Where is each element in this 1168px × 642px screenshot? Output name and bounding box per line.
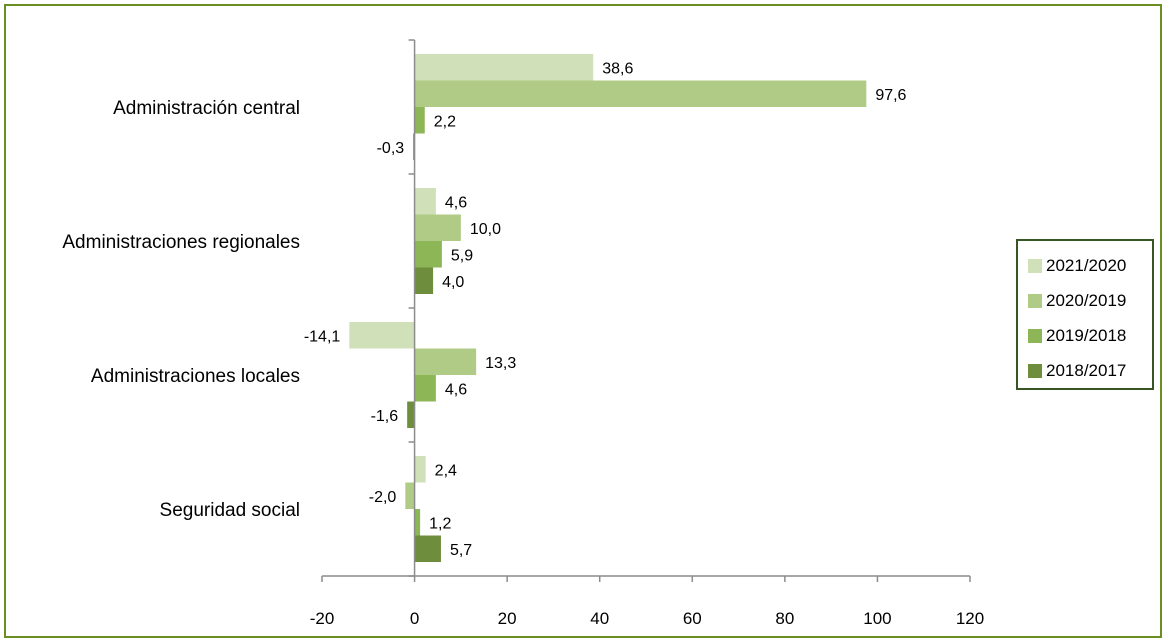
legend-item: 2018/2017 (1028, 360, 1126, 382)
data-label: 97,6 (875, 87, 906, 104)
bar (414, 267, 434, 294)
data-label: 4,0 (442, 274, 464, 291)
x-tick-label: 100 (863, 609, 891, 628)
data-label: -2,0 (369, 489, 397, 506)
x-tick-label: -20 (310, 609, 335, 628)
data-label: 1,2 (429, 515, 451, 532)
data-label: 4,6 (445, 381, 467, 398)
category-label: Administraciones locales (91, 366, 300, 387)
bar (414, 375, 436, 402)
legend-swatch (1028, 364, 1042, 378)
x-tick-label: 20 (498, 609, 517, 628)
legend-label: 2021/2020 (1046, 256, 1127, 275)
data-label: 4,6 (445, 194, 467, 211)
bar (414, 535, 441, 562)
data-label: -14,1 (304, 328, 341, 345)
data-label: 38,6 (602, 60, 633, 77)
bar (414, 348, 477, 375)
category-label: Administraciones regionales (62, 232, 300, 253)
data-label: 2,4 (435, 462, 457, 479)
bar (349, 322, 415, 349)
chart-frame (4, 4, 1162, 638)
bar (414, 80, 867, 107)
category-label: Seguridad social (160, 500, 300, 521)
legend-item: 2019/2018 (1028, 325, 1126, 347)
x-tick-label: 120 (956, 609, 984, 628)
chart-legend: 2021/2020 2020/2019 2019/2018 2018/2017 (1016, 239, 1154, 390)
legend-swatch (1028, 259, 1042, 273)
bar (414, 456, 426, 483)
legend-label: 2019/2018 (1046, 326, 1127, 345)
bar (414, 188, 436, 215)
category-label: Administración central (113, 98, 300, 119)
bar (414, 214, 461, 241)
data-label: -1,6 (371, 408, 399, 425)
x-tick-label: 40 (590, 609, 609, 628)
legend-item: 2021/2020 (1028, 255, 1126, 277)
bar (405, 482, 415, 509)
data-label: 5,7 (450, 542, 472, 559)
bar (407, 401, 415, 428)
data-label: -0,3 (377, 140, 405, 157)
x-tick-label: 60 (683, 609, 702, 628)
data-label: 10,0 (470, 221, 501, 238)
x-tick-label: 80 (775, 609, 794, 628)
data-label: 5,9 (451, 247, 473, 264)
legend-label: 2018/2017 (1046, 361, 1127, 380)
legend-label: 2020/2019 (1046, 291, 1127, 310)
legend-item: 2020/2019 (1028, 290, 1126, 312)
legend-swatch (1028, 329, 1042, 343)
bar (414, 107, 425, 134)
bar (414, 54, 594, 81)
data-label: 2,2 (434, 113, 456, 130)
data-label: 13,3 (485, 355, 516, 372)
legend-swatch (1028, 294, 1042, 308)
bar (414, 241, 442, 268)
bar (414, 509, 421, 536)
x-tick-label: 0 (410, 609, 419, 628)
